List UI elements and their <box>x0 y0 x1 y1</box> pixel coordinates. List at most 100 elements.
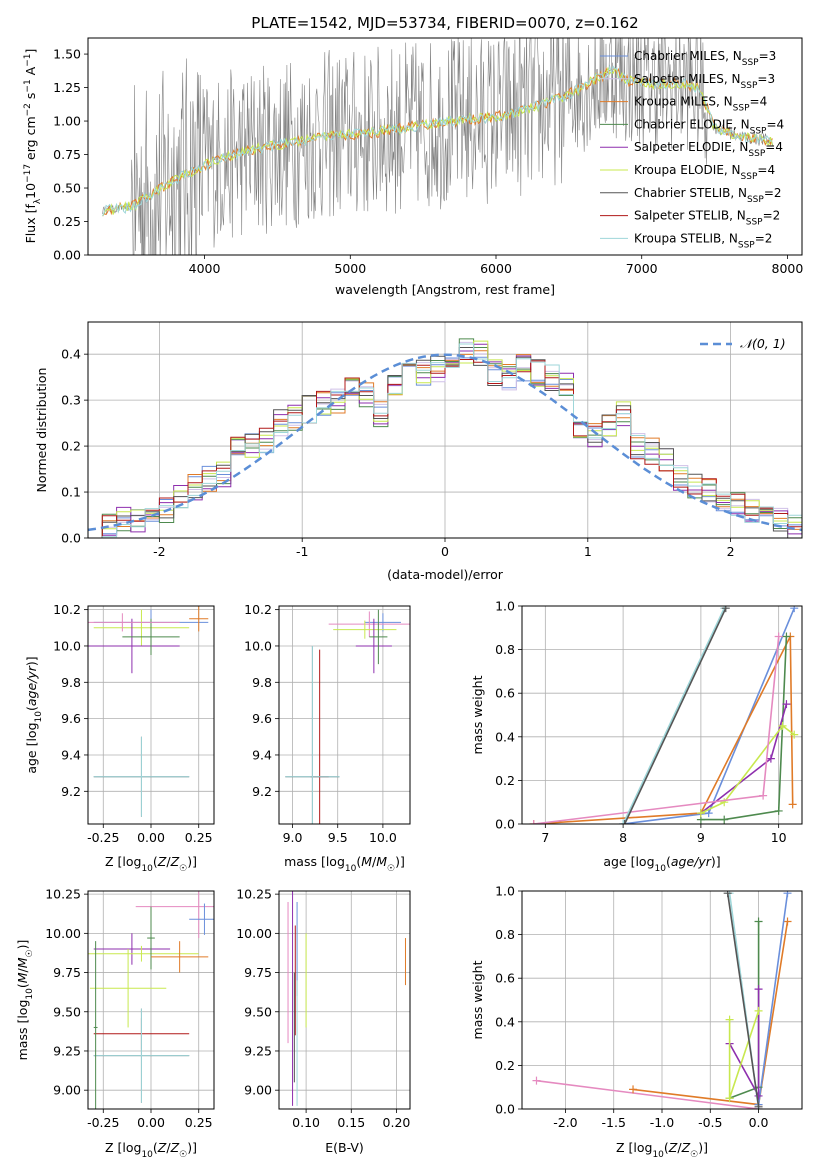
y-tick-label: 0.0 <box>495 1102 515 1117</box>
z-weight-line <box>536 1079 759 1109</box>
y-tick-label: 9.2 <box>61 784 81 799</box>
label-part: SSP <box>746 218 763 228</box>
z-weight-marker <box>783 891 792 898</box>
y-tick-label: 9.50 <box>53 1004 81 1019</box>
label-part: −1 <box>23 54 33 67</box>
y-tick-label: 9.75 <box>244 965 272 980</box>
label-part: Chabrier ELODIE, N <box>634 117 750 131</box>
histogram-step-line <box>88 343 802 538</box>
z-weight-marker <box>723 891 732 898</box>
label-part: Chabrier STELIB, N <box>634 186 747 200</box>
label-part: λ <box>33 198 43 204</box>
x-tick-label: -0.25 <box>87 830 119 845</box>
y-axis-label: Flux [fλ10−17 erg cm−2 s−1 A−1] <box>23 49 43 244</box>
label-part: M <box>376 854 387 869</box>
label-part: =4 <box>757 163 775 177</box>
label-part: −2 <box>23 103 33 116</box>
y-tick-label: 0.00 <box>53 248 81 263</box>
y-axis-label: Normed distribution <box>34 368 49 493</box>
label-part: SSP <box>742 58 759 68</box>
label-part: SSP <box>733 104 750 114</box>
label-part: Z <box>157 854 167 869</box>
label-part: 10 <box>652 1150 664 1160</box>
age-weight-marker <box>620 820 629 824</box>
z-weight-axes: -2.0 -1.5 -1.0 -0.5 0.0 0.0 0.2 0.4 0.6 0.8 1.0 Z [… <box>470 884 803 1160</box>
plot-area <box>529 606 799 824</box>
label-part: age [log <box>24 722 39 773</box>
legend-entry: Salpeter MILES, NSSP=3 <box>634 72 775 91</box>
x-axis-label: E(B-V) <box>325 1140 364 1155</box>
label-part: age [log <box>603 854 654 869</box>
label-part: mass [log <box>284 854 345 869</box>
x-tick-label: -1.5 <box>602 1115 626 1130</box>
residual-axes: -2 -1 0 1 2 0.0 0.1 0.2 0.3 0.4 𝒩(0, 1) (data-model… <box>34 321 803 582</box>
x-tick-label: 9.0 <box>283 830 303 845</box>
label-part: Z [log <box>616 1140 652 1155</box>
label-part: )] <box>395 854 405 869</box>
label-part: SSP <box>738 240 755 250</box>
age-weight-marker <box>790 606 799 613</box>
x-tick-label: 8000 <box>772 261 804 276</box>
label-part: A <box>23 66 38 79</box>
label-part: Z <box>681 1140 691 1155</box>
label-part: )] <box>187 1140 197 1155</box>
y-tick-label: 9.2 <box>252 784 272 799</box>
label-part: )] <box>698 1140 708 1155</box>
y-axis-label: age [log10(age/yr)] <box>24 656 44 773</box>
label-part: =2 <box>755 231 773 245</box>
y-tick-label: 0.75 <box>53 147 81 162</box>
z-weight-marker <box>754 917 763 926</box>
x-tick-label: -0.25 <box>87 1115 119 1130</box>
legend-entry: Kroupa MILES, NSSP=4 <box>634 95 767 114</box>
x-axis-label: Z [log10(Z/Z☉)] <box>105 1140 197 1160</box>
y-tick-label: 10.0 <box>53 638 81 653</box>
y-tick-label: 0.8 <box>495 927 515 942</box>
y-tick-label: 1.0 <box>495 884 515 899</box>
model-spectrum-line <box>102 66 773 217</box>
x-tick-label: 10 <box>771 830 787 845</box>
label-part: erg cm <box>23 116 38 164</box>
x-tick-label: 9 <box>697 830 705 845</box>
age-weight-marker <box>782 700 791 709</box>
y-tick-label: 10.0 <box>244 638 272 653</box>
z-weight-line <box>728 1010 760 1099</box>
label-part: ( <box>15 983 30 988</box>
label-part: Z <box>170 854 180 869</box>
label-part: / <box>372 854 377 869</box>
label-part: ( <box>153 1140 158 1155</box>
mass-age-axes: 9.0 9.5 10.0 9.2 9.4 9.6 9.8 10.0 10.2 mass [log1… <box>244 602 411 874</box>
x-tick-label: 9.5 <box>328 830 348 845</box>
y-tick-label: 9.8 <box>61 675 81 690</box>
legend-entry: Chabrier STELIB, NSSP=2 <box>634 186 782 205</box>
legend-entry: Salpeter ELODIE, NSSP=4 <box>634 140 783 159</box>
age-weight-marker <box>790 730 799 739</box>
y-tick-label: 9.6 <box>61 711 81 726</box>
y-axis-label: mass weight <box>470 675 485 754</box>
age-weight-marker <box>696 809 705 818</box>
y-tick-label: 0.4 <box>495 1014 515 1029</box>
y-tick-label: 9.4 <box>252 747 272 762</box>
axes-frame <box>87 605 215 825</box>
x-tick-label: 2 <box>727 544 735 559</box>
x-tick-label: 1 <box>584 544 592 559</box>
plot-area <box>102 38 774 255</box>
normal-curve-line <box>88 353 802 532</box>
label-part: Kroupa STELIB, N <box>634 231 738 245</box>
label-part: Salpeter ELODIE, N <box>634 140 748 154</box>
y-axis-label: mass [log10(M/M☉)] <box>15 940 35 1061</box>
age-weight-line <box>700 724 795 814</box>
z-weight-marker <box>754 1102 763 1109</box>
y-tick-label: 10.2 <box>244 602 272 617</box>
spectrum-axes: 4000 5000 6000 7000 8000 0.00 0.25 0.50 0.75 1.00… <box>23 37 804 297</box>
plot-area <box>88 891 214 1109</box>
y-tick-label: 9.4 <box>61 747 81 762</box>
axes-frame <box>521 890 803 1110</box>
label-part: Z [log <box>105 1140 141 1155</box>
label-part: ( <box>356 854 361 869</box>
axes-frame <box>87 890 215 1110</box>
x-tick-label: 10.0 <box>369 830 397 845</box>
label-part: 10 <box>655 864 667 874</box>
y-tick-label: 10.2 <box>53 602 81 617</box>
z-age-axes: -0.25 0.00 0.259.29.49.69.810.010.2Z [log1… <box>24 602 215 874</box>
